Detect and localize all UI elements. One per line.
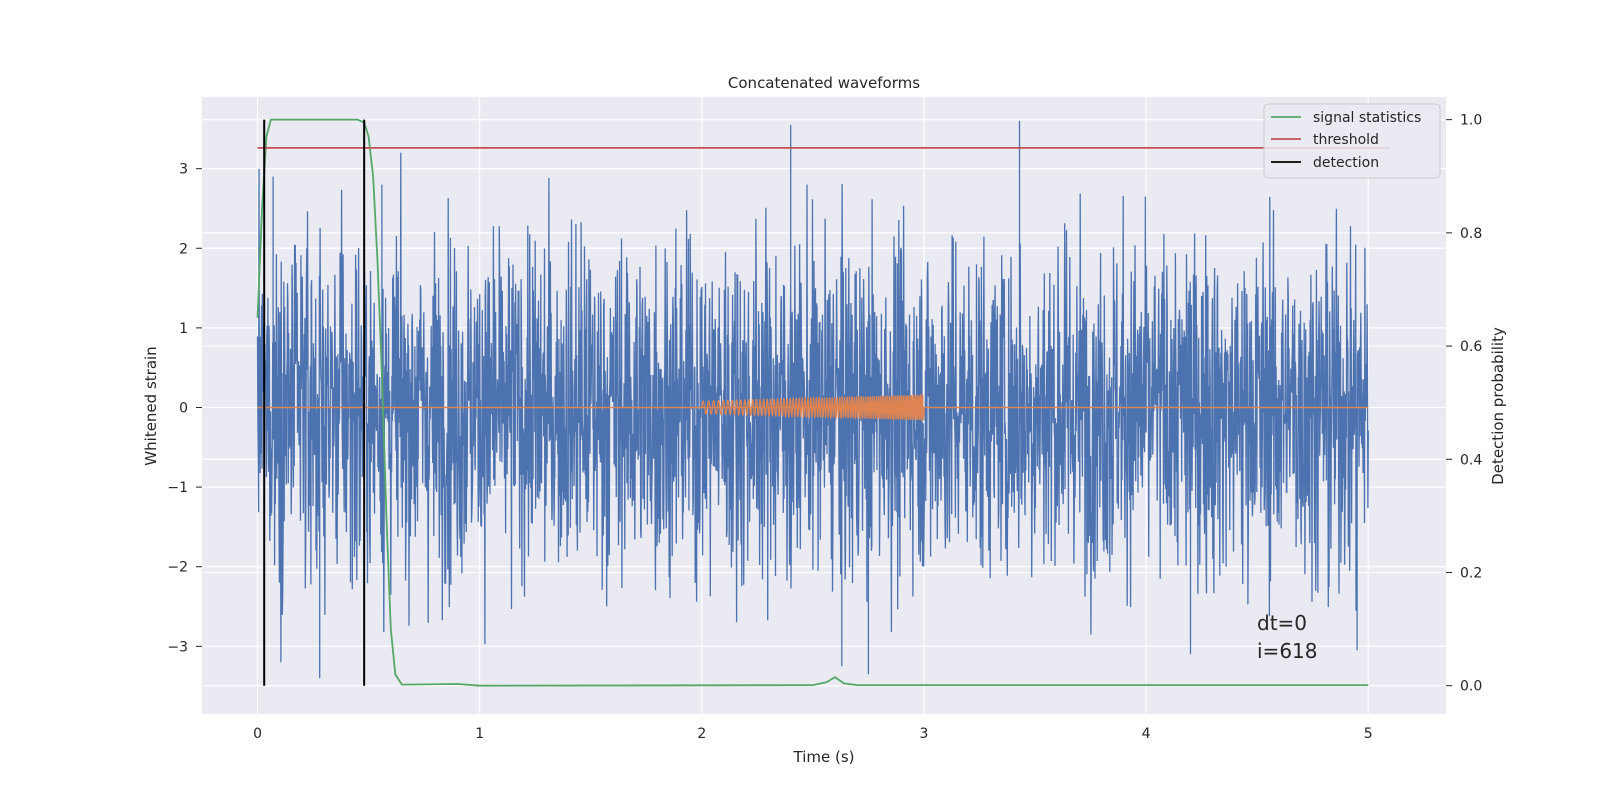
axis-ticks: 0 1 2 3 4 5 −3 −2 −1 0 1 2 3 0.0 0.2 0.4 0.6 0.8 1.0	[167, 113, 1482, 742]
x-tick-label: 2	[697, 726, 706, 742]
y-left-tick-label: −2	[167, 560, 188, 576]
legend-label-detection: detection	[1313, 155, 1379, 171]
x-tick-label: 3	[920, 726, 929, 742]
chart-title: Concatenated waveforms	[728, 74, 920, 92]
y-right-tick-label: 0.4	[1460, 452, 1482, 468]
x-tick-label: 4	[1142, 726, 1151, 742]
y-right-tick-label: 1.0	[1460, 113, 1482, 129]
x-tick-label: 5	[1364, 726, 1373, 742]
series-layer	[256, 118, 1391, 687]
y-right-tick-label: 0.2	[1460, 565, 1482, 581]
series-injected-signal	[701, 392, 925, 423]
annotation-i: i=618	[1257, 639, 1318, 663]
y-axis-label-right: Detection probability	[1489, 327, 1507, 485]
legend: signal statistics threshold detection	[1263, 103, 1441, 179]
y-left-tick-label: −3	[167, 639, 188, 655]
y-axis-label-left: Whitened strain	[142, 346, 160, 465]
y-left-tick-label: 3	[179, 162, 188, 178]
legend-label-signal-statistics: signal statistics	[1313, 110, 1421, 126]
y-right-tick-label: 0.6	[1460, 339, 1482, 355]
series-signal-statistics	[256, 118, 1369, 687]
y-right-tick-label: 0.8	[1460, 226, 1482, 242]
legend-label-threshold: threshold	[1313, 132, 1379, 148]
y-left-tick-label: 0	[179, 400, 188, 416]
series-strain	[256, 120, 1369, 679]
legend-box	[1263, 103, 1441, 179]
x-axis-label: Time (s)	[793, 748, 855, 766]
x-tick-label: 1	[475, 726, 484, 742]
y-left-tick-label: 1	[179, 321, 188, 337]
annotation-dt: dt=0	[1257, 611, 1307, 635]
x-tick-label: 0	[253, 726, 262, 742]
y-left-tick-label: −1	[167, 480, 188, 496]
y-right-tick-label: 0.0	[1460, 679, 1482, 695]
y-left-tick-label: 2	[179, 241, 188, 257]
